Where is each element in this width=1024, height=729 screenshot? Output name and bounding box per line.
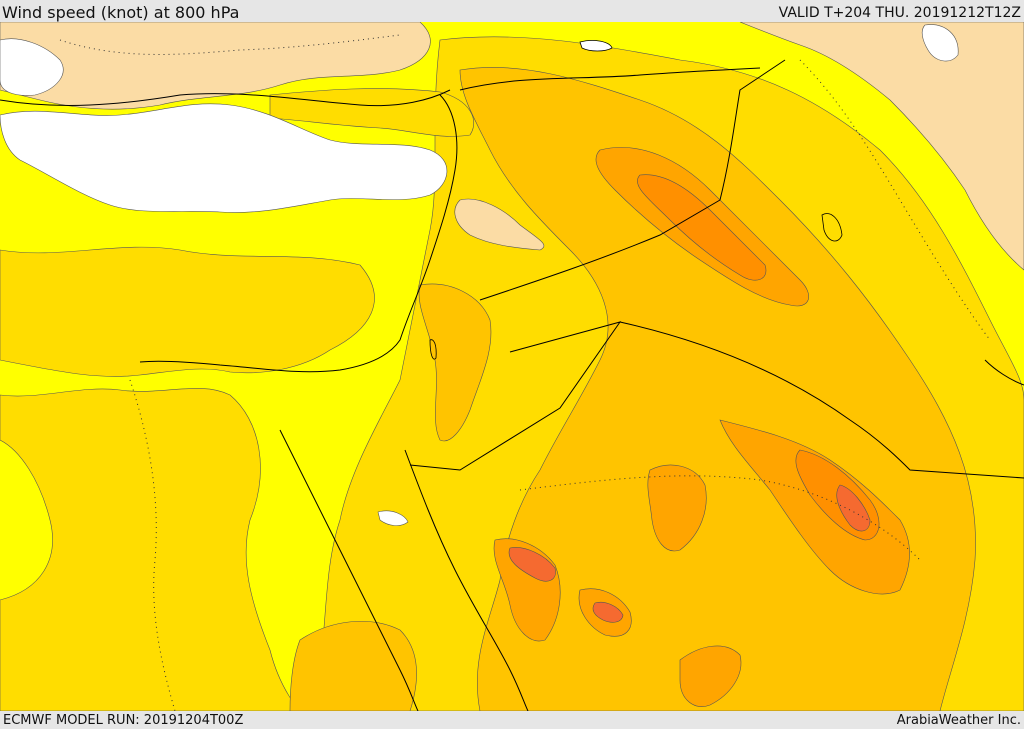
map-title: Wind speed (knot) at 800 hPa	[2, 3, 240, 22]
field-calm-caspian	[921, 24, 959, 62]
coastline-gulf	[984, 359, 1024, 386]
field-calm-aegean	[0, 38, 64, 96]
boundary-dotted-iran	[799, 59, 991, 341]
field-peak-mid	[592, 601, 624, 623]
field-gold-south	[0, 246, 375, 377]
field-peak-east	[836, 484, 871, 532]
border-syria-iraq	[479, 199, 721, 301]
credit-text: ArabiaWeather Inc.	[896, 713, 1021, 728]
field-peak-west	[508, 547, 556, 582]
field-darkorange-iraq	[637, 174, 767, 281]
field-gold-land	[0, 388, 301, 711]
field-calm-gulf	[377, 510, 409, 526]
dead-sea	[429, 339, 437, 360]
model-run: ECMWF MODEL RUN: 20191204T00Z	[3, 713, 244, 728]
lake-van	[579, 40, 613, 52]
footer-bar: ECMWF MODEL RUN: 20191204T00Z ArabiaWeat…	[0, 711, 1024, 729]
header-bar: Wind speed (knot) at 800 hPa VALID T+204…	[0, 0, 1024, 22]
field-light-turkey	[0, 22, 431, 110]
wind-speed-map	[0, 22, 1024, 711]
field-light-lebanon	[454, 198, 545, 251]
boundary-dotted-arabia	[519, 475, 921, 561]
coastline-levant	[139, 94, 458, 373]
field-orange-saudi	[719, 419, 910, 595]
field-light-iran	[739, 22, 1024, 271]
coastline-turkey	[0, 89, 451, 107]
border-iraq-saudi	[619, 321, 1024, 479]
border-jordan	[409, 321, 622, 471]
field-amber-south	[289, 621, 417, 711]
lake-tharthar	[821, 213, 843, 242]
boundary-dotted-egypt	[129, 379, 176, 711]
coastline-red-sea-west	[279, 429, 419, 711]
field-orange-se	[679, 645, 742, 707]
border-turkey-syria	[459, 67, 761, 91]
field-calm-mediterranean	[0, 103, 448, 213]
map-svg	[0, 22, 1024, 711]
field-orange-mid	[647, 464, 707, 552]
valid-time: VALID T+204 THU. 20191212T12Z	[778, 5, 1021, 21]
coastline-red-sea-east	[404, 449, 529, 711]
border-iraq-iran	[719, 59, 786, 201]
